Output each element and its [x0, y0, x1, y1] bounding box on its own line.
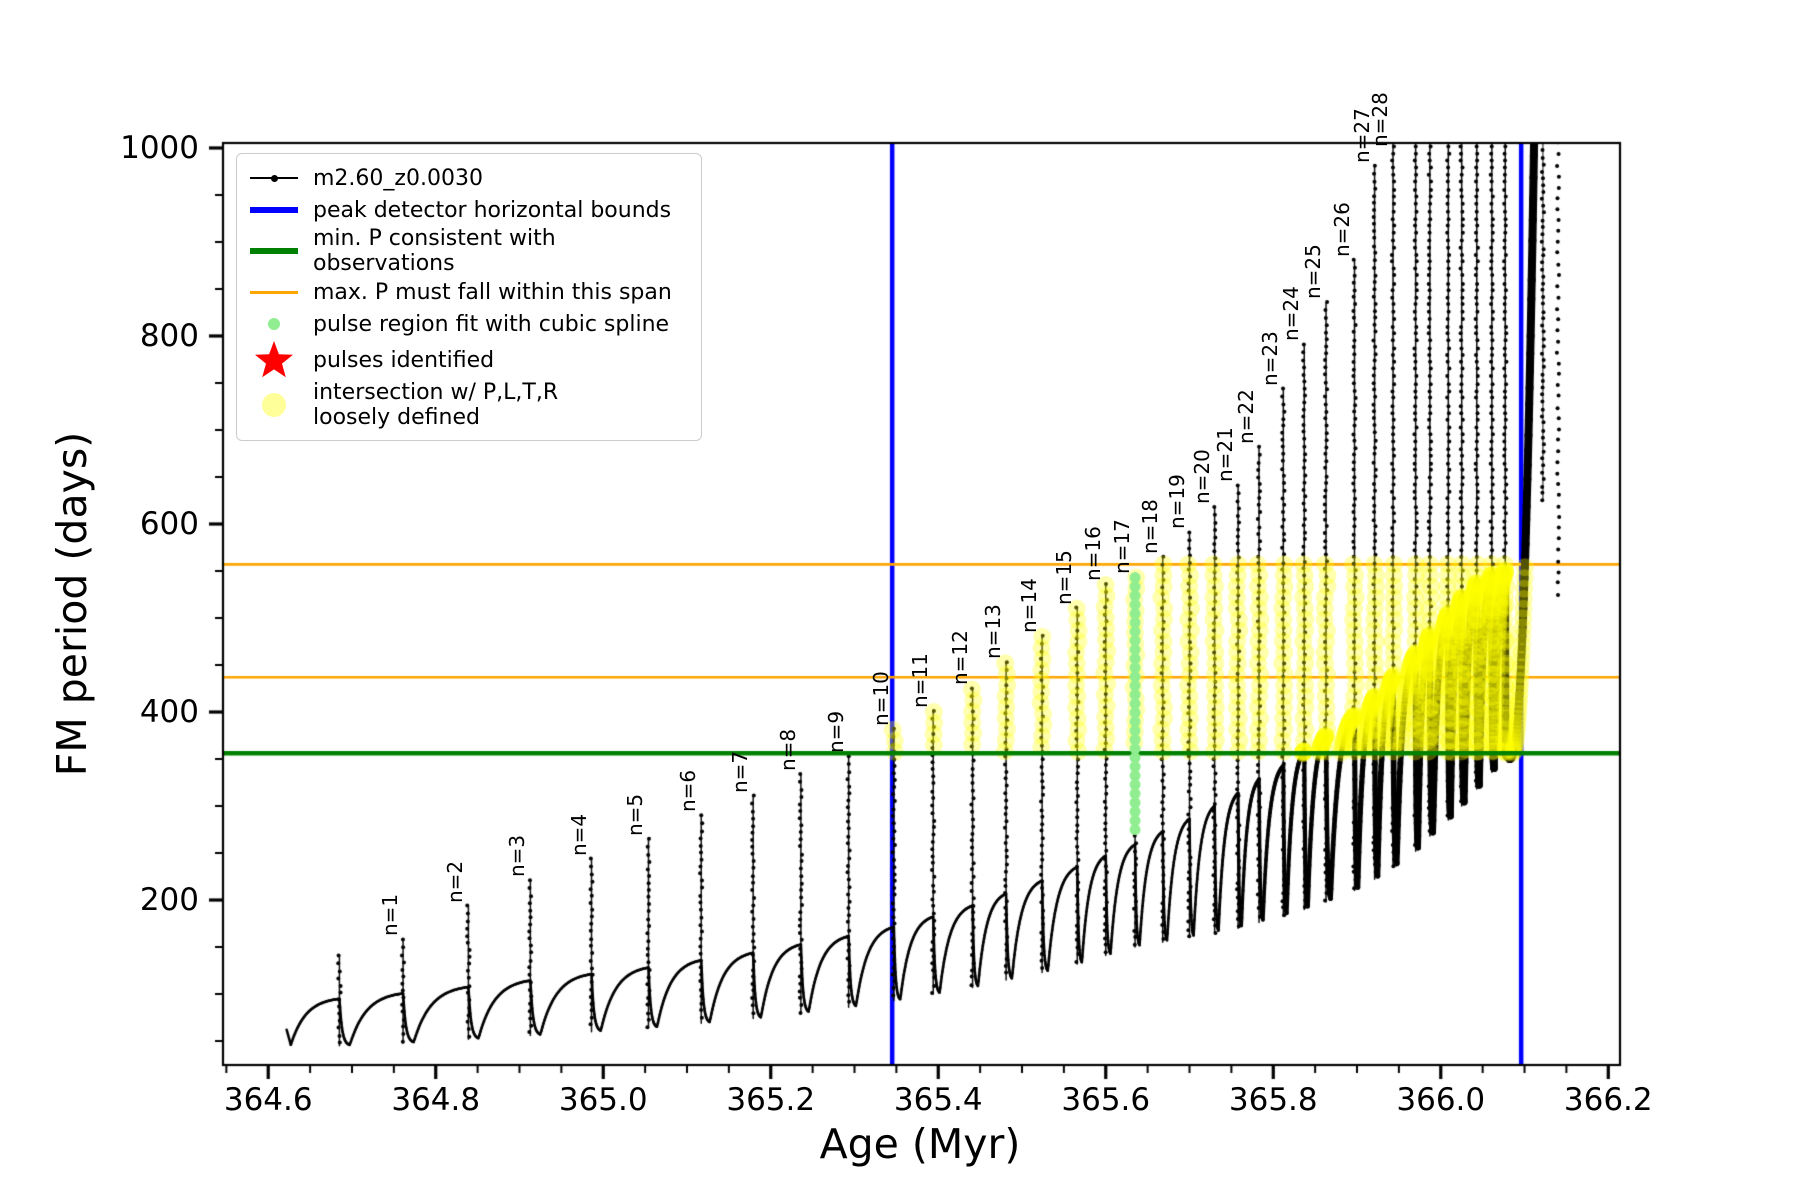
legend-entry: pulses identified [245, 340, 691, 380]
pulse-label: n=17 [1110, 518, 1135, 574]
legend-label: peak detector horizontal bounds [313, 197, 672, 223]
legend-label: pulse region fit with cubic spline [313, 311, 670, 337]
pulse-label: n=9 [823, 710, 848, 754]
pulse-label: n=1 [378, 894, 403, 937]
y-tick-label: 1000 [120, 129, 199, 166]
legend-entry: pulse region fit with cubic spline [245, 308, 691, 340]
pulse-label: n=19 [1164, 474, 1189, 530]
legend-entry: peak detector horizontal bounds [245, 194, 691, 226]
legend-entry: intersection w/ P,L,T,R loosely defined [245, 380, 691, 430]
pulse-label: n=5 [623, 793, 648, 836]
x-tick-label: 365.4 [893, 1082, 983, 1118]
legend-entry: max. P must fall within this span [245, 276, 691, 308]
x-tick-label: 366.2 [1563, 1082, 1653, 1118]
x-tick-label: 364.8 [391, 1082, 481, 1118]
pulse-label: n=15 [1052, 549, 1077, 605]
pulse-label: n=2 [443, 860, 468, 903]
pulse-label: n=11 [908, 653, 933, 708]
pulse-label: n=28 [1368, 92, 1393, 147]
series-line-icon [250, 174, 298, 182]
star-icon [255, 341, 293, 378]
pulse-label: n=6 [676, 770, 701, 813]
spline-dot-icon [268, 318, 280, 330]
x-tick-label: 365.6 [1061, 1082, 1151, 1118]
legend-label: max. P must fall within this span [313, 279, 672, 305]
pulse-label: n=20 [1189, 449, 1214, 505]
pulse-label: n=22 [1234, 388, 1259, 444]
y-tick-label: 200 [139, 882, 199, 919]
y-axis-title: FM period (days) [48, 431, 96, 777]
legend-label: min. P consistent with observations [313, 226, 556, 276]
legend-entry: m2.60_z0.0030 [245, 162, 691, 194]
legend-label: pulses identified [313, 347, 495, 373]
x-axis-title: Age (Myr) [819, 1120, 1021, 1168]
pulse-label: n=4 [566, 813, 591, 856]
pulse-label: n=14 [1017, 577, 1042, 633]
pulse-label: n=16 [1080, 526, 1105, 582]
pulse-label: n=18 [1137, 498, 1162, 554]
pulse-label: n=21 [1213, 427, 1238, 483]
pulse-label: n=13 [981, 604, 1006, 660]
pulse-label: n=23 [1258, 330, 1283, 386]
x-tick-label: 366.0 [1396, 1082, 1486, 1118]
legend-label: m2.60_z0.0030 [313, 165, 483, 191]
y-tick-label: 400 [139, 694, 199, 730]
pulse-label: n=25 [1301, 244, 1326, 300]
pulse-label: n=8 [775, 728, 800, 771]
intersection-dot-icon [262, 393, 286, 417]
y-tick-label: 600 [139, 506, 199, 542]
legend-label: intersection w/ P,L,T,R loosely defined [313, 380, 559, 430]
pulse-label: n=12 [947, 630, 972, 686]
pulse-label: n=26 [1329, 201, 1354, 257]
pulse-label: n=24 [1279, 286, 1304, 342]
x-tick-label: 365.0 [558, 1082, 648, 1118]
pulse-label: n=3 [505, 835, 530, 878]
x-tick-label: 365.8 [1228, 1082, 1318, 1118]
y-tick-label: 800 [139, 317, 199, 354]
pulse-label: n=7 [728, 750, 753, 793]
bound-line-icon [250, 207, 298, 213]
span-line-icon [250, 290, 298, 294]
bound-line-icon [250, 248, 298, 254]
x-tick-label: 364.6 [223, 1082, 313, 1118]
legend-entry: min. P consistent with observations [245, 226, 691, 276]
pulse-label: n=10 [868, 670, 893, 726]
x-tick-label: 365.2 [726, 1082, 816, 1118]
